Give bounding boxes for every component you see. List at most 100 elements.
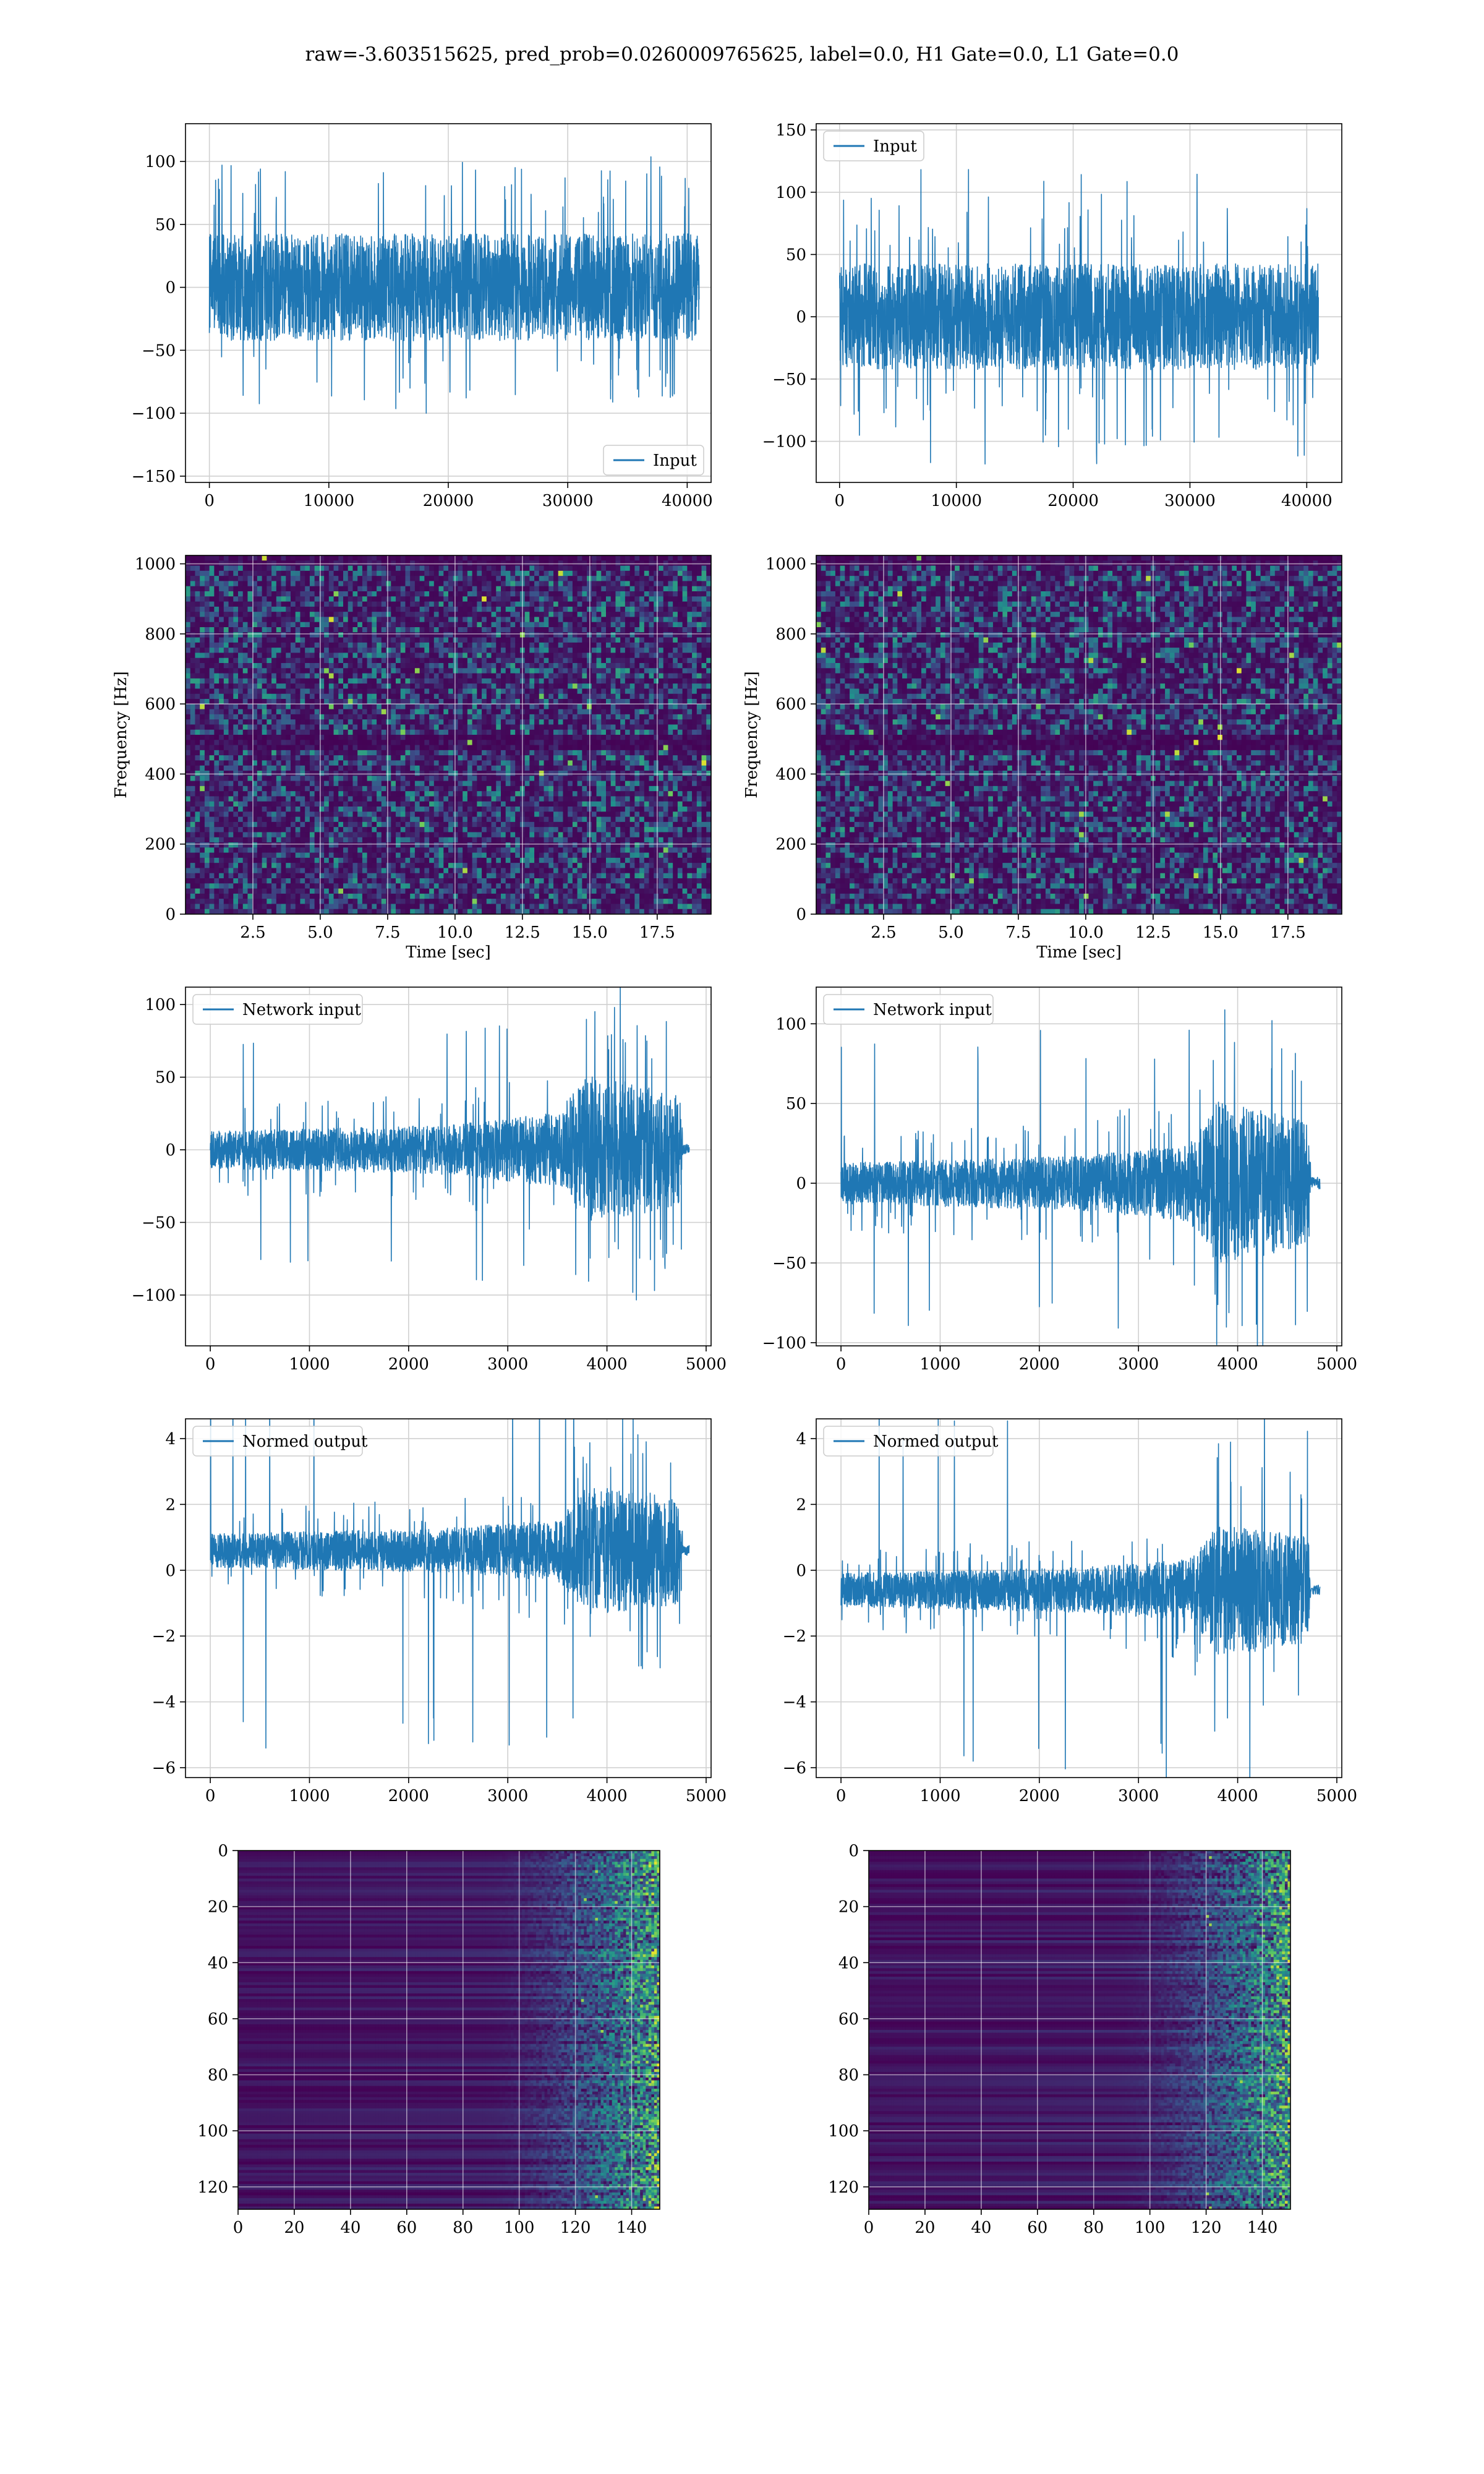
- heatmap-cell: [458, 740, 463, 746]
- heatmap-cell: [233, 821, 239, 828]
- heatmap-cell: [200, 606, 205, 612]
- heatmap-cell: [305, 617, 310, 623]
- heatmap-cell: [314, 842, 320, 848]
- heatmap-cell: [396, 657, 401, 664]
- heatmap-cell: [429, 586, 435, 592]
- heatmap-cell: [281, 586, 286, 592]
- heatmap-cell: [291, 909, 296, 914]
- heatmap-cell: [257, 709, 263, 715]
- heatmap-cell: [291, 606, 296, 612]
- heatmap-cell: [195, 771, 200, 776]
- heatmap-cell: [496, 622, 501, 628]
- heatmap-cell: [410, 735, 416, 740]
- heatmap-cell: [352, 857, 358, 863]
- heatmap-cell: [223, 868, 229, 874]
- heatmap-cell: [482, 724, 487, 730]
- heatmap-cell: [443, 683, 449, 690]
- heatmap-cell: [233, 816, 239, 823]
- heatmap-cell: [482, 781, 487, 787]
- heatmap-cell: [238, 863, 244, 869]
- heatmap-cell: [419, 683, 425, 690]
- heatmap-cell: [443, 678, 449, 684]
- heatmap-cell: [405, 863, 411, 869]
- heatmap-cell: [429, 699, 435, 704]
- heatmap-cell: [257, 873, 263, 879]
- heatmap-cell: [204, 909, 210, 914]
- heatmap-cell: [458, 642, 463, 648]
- heatmap-cell: [219, 857, 224, 863]
- heatmap-cell: [281, 888, 286, 894]
- heatmap-cell: [453, 909, 459, 914]
- heatmap-cell: [238, 570, 244, 576]
- heatmap-cell: [414, 576, 420, 582]
- heatmap-cell: [491, 904, 497, 910]
- heatmap-cell: [267, 745, 272, 751]
- heatmap-cell: [238, 596, 244, 602]
- heatmap-cell: [238, 586, 244, 592]
- heatmap-cell: [414, 642, 420, 648]
- heatmap-cell: [252, 832, 258, 838]
- heatmap-cell: [438, 807, 444, 812]
- heatmap-cell: [357, 693, 363, 700]
- heatmap-cell: [319, 576, 325, 582]
- heatmap-cell: [305, 740, 310, 746]
- heatmap-cell: [242, 627, 249, 633]
- heatmap-cell: [286, 570, 291, 576]
- heatmap-cell: [357, 555, 363, 561]
- heatmap-cell: [515, 771, 521, 776]
- heatmap-cell: [486, 637, 492, 643]
- heatmap-cell: [386, 857, 391, 863]
- heatmap-cell: [195, 740, 200, 746]
- heatmap-cell: [328, 893, 335, 899]
- heatmap-cell: [291, 648, 296, 654]
- heatmap-cell: [414, 745, 420, 751]
- heatmap-cell: [305, 657, 310, 664]
- heatmap-cell: [338, 735, 344, 740]
- heatmap-cell: [348, 745, 354, 751]
- heatmap-cell: [362, 821, 368, 828]
- heatmap-cell: [238, 801, 244, 807]
- heatmap-cell: [386, 663, 391, 669]
- heatmap-cell: [319, 668, 325, 674]
- heatmap-cell: [242, 791, 249, 797]
- heatmap-cell: [242, 596, 249, 602]
- heatmap-cell: [195, 601, 200, 607]
- heatmap-cell: [257, 678, 263, 684]
- heatmap-cell: [305, 863, 310, 869]
- heatmap-cell: [209, 771, 215, 776]
- heatmap-cell: [209, 899, 215, 905]
- heatmap-cell: [453, 842, 459, 848]
- heatmap-cell: [496, 842, 501, 848]
- heatmap-cell: [309, 699, 315, 704]
- heatmap-cell: [223, 827, 229, 833]
- heatmap-cell: [271, 801, 277, 807]
- heatmap-cell: [190, 724, 196, 730]
- heatmap-cell: [400, 586, 406, 592]
- heatmap-cell: [472, 693, 477, 700]
- heatmap-cell: [448, 781, 454, 787]
- heatmap-cell: [357, 632, 363, 638]
- heatmap-cell: [309, 622, 315, 628]
- y-tick-label: −50: [772, 370, 806, 389]
- heatmap-cell: [477, 868, 482, 874]
- heatmap-cell: [467, 565, 473, 571]
- heatmap-cell: [219, 622, 224, 628]
- heatmap-cell: [414, 847, 420, 854]
- heatmap-cell: [247, 632, 253, 638]
- heatmap-cell: [262, 832, 267, 838]
- heatmap-cell: [328, 683, 335, 690]
- heatmap-cell: [257, 704, 263, 710]
- heatmap-cell: [195, 857, 200, 863]
- heatmap-cell: [438, 745, 444, 751]
- heatmap-cell: [414, 893, 420, 899]
- heatmap-cell: [305, 668, 310, 674]
- heatmap-cell: [463, 801, 468, 807]
- heatmap-cell: [238, 807, 244, 812]
- heatmap-cell: [463, 816, 468, 823]
- heatmap-cell: [386, 878, 391, 884]
- heatmap-cell: [448, 581, 454, 587]
- heatmap-cell: [233, 771, 239, 776]
- heatmap-cell: [257, 622, 263, 628]
- heatmap-cell: [309, 765, 315, 771]
- heatmap-cell: [324, 807, 330, 812]
